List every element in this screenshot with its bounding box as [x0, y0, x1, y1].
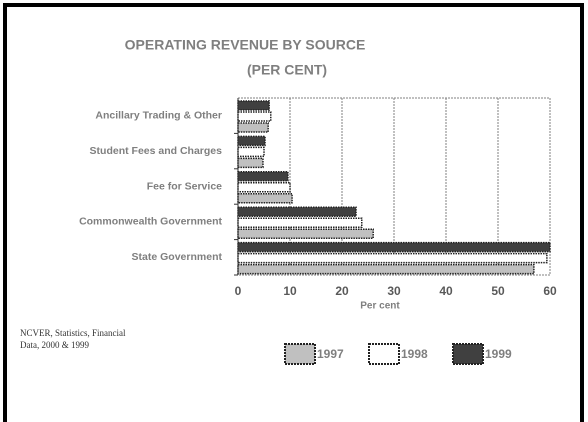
legend-swatch	[368, 343, 400, 365]
bar	[237, 228, 374, 239]
legend-label: 1997	[317, 347, 344, 361]
x-tick-label: 20	[335, 284, 349, 298]
bar	[237, 157, 264, 169]
source-note: Data, 2000 & 1999	[20, 340, 89, 350]
x-axis-label: Per cent	[360, 301, 400, 312]
x-tick-label: 50	[491, 284, 505, 298]
bar	[237, 182, 291, 193]
y-tick-label: Commonwealth Government	[79, 216, 222, 228]
chart-subtitle: (PER CENT)	[247, 62, 327, 78]
bar	[237, 135, 266, 147]
y-tick-label: Fee for Service	[147, 180, 222, 192]
bar	[237, 206, 357, 217]
source-note: NCVER, Statistics, Financial	[20, 328, 126, 338]
x-tick-label: 60	[543, 284, 557, 298]
x-tick-label: 0	[235, 284, 242, 298]
x-tick-label: 10	[283, 284, 297, 298]
bar	[237, 241, 551, 253]
bar	[237, 217, 363, 228]
legend-swatch	[284, 343, 316, 365]
bar	[237, 122, 269, 133]
bar	[237, 111, 272, 122]
bar	[237, 252, 548, 264]
y-tick-label: Student Fees and Charges	[90, 145, 223, 157]
x-tick-label: 40	[439, 284, 453, 298]
legend-label: 1999	[485, 347, 512, 361]
x-tick-label: 30	[387, 284, 401, 298]
y-tick-label: Ancillary Trading & Other	[95, 109, 222, 121]
bar	[237, 263, 535, 275]
bar	[237, 193, 293, 204]
y-tick-label: State Government	[132, 251, 223, 263]
bar	[237, 171, 289, 182]
bar	[237, 146, 265, 158]
bar	[237, 100, 270, 111]
legend-swatch	[452, 343, 484, 365]
chart-title: OPERATING REVENUE BY SOURCE	[125, 37, 366, 53]
legend-label: 1998	[401, 347, 428, 361]
